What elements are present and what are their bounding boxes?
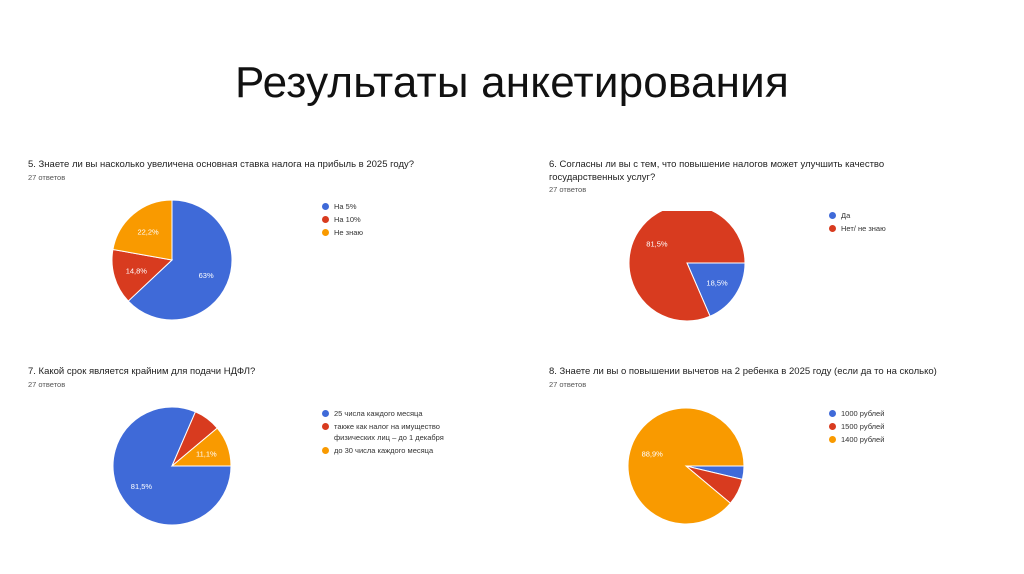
pie-chart: 88,9% — [628, 408, 745, 525]
legend-swatch — [322, 423, 329, 430]
chart-panel-q6: 6. Согласны ли вы с тем, что повышение н… — [549, 158, 1019, 358]
slice-value-label: 22,2% — [137, 227, 159, 236]
question-text: 5. Знаете ли вы насколько увеличена осно… — [28, 159, 415, 170]
pie-chart: 18,5% 81,5% — [629, 211, 746, 322]
pie-slice — [629, 211, 746, 322]
legend-item: 25 числа каждого месяца — [322, 408, 444, 419]
pie-slice — [628, 408, 745, 525]
question-text: 7. Какой срок является крайним для подач… — [28, 366, 256, 377]
pie-slice — [112, 248, 174, 302]
legend-label: На 5% — [334, 202, 357, 211]
legend-item: На 5% — [322, 201, 363, 212]
legend-label: Нет/ не знаю — [841, 224, 886, 233]
legend-swatch — [829, 212, 836, 219]
legend-swatch — [322, 216, 329, 223]
page-title: Результаты анкетирования — [234, 58, 789, 107]
legend-item: до 30 числа каждого месяца — [322, 445, 444, 456]
slice-value-label: 14,8% — [126, 267, 148, 276]
pie-slice — [686, 262, 746, 317]
pie-chart: 81,5% 11,1% — [112, 406, 232, 526]
legend-swatch — [829, 436, 836, 443]
slice-value-label: 81,5% — [646, 239, 668, 248]
legend-label: Да — [841, 211, 851, 220]
response-count: 27 ответов — [549, 380, 587, 389]
legend-item: Нет/ не знаю — [829, 223, 886, 234]
chart-panel-q7: 7. Какой срок является крайним для подач… — [28, 365, 498, 565]
slice-value-label: 11,1% — [196, 450, 217, 459]
pie-slice — [127, 200, 233, 321]
legend-label: Не знаю — [334, 228, 364, 237]
legend-swatch — [322, 203, 329, 210]
legend-swatch — [322, 410, 329, 417]
legend-item: также как налог на имущество физических … — [322, 421, 444, 443]
legend: 25 числа каждого месяца также как налог н… — [322, 408, 444, 458]
legend-label: 1000 рублей — [841, 409, 885, 418]
legend-swatch — [322, 229, 329, 236]
legend-label: 25 числа каждого месяца — [334, 409, 423, 418]
legend: Да Нет/ не знаю — [829, 210, 886, 236]
slice-value-label: 63% — [199, 271, 214, 280]
legend-label: до 30 числа каждого месяца — [334, 446, 434, 455]
legend-label: На 10% — [334, 215, 361, 224]
legend: На 5% На 10% Не знаю — [322, 201, 363, 240]
slice-value-label: 81,5% — [131, 482, 153, 491]
legend-swatch — [829, 410, 836, 417]
chart-panel-q5: 5. Знаете ли вы насколько увеличена осно… — [28, 158, 498, 358]
legend-label: 1500 рублей — [841, 422, 885, 431]
question-text: 6. Согласны ли вы с тем, что повышение н… — [549, 159, 885, 183]
response-count: 27 ответов — [28, 173, 66, 182]
chart-panel-q8: 8. Знаете ли вы о повышении вычетов на 2… — [549, 365, 1019, 565]
legend-item: 1000 рублей — [829, 408, 884, 419]
pie-slice — [112, 406, 232, 526]
legend-item: Не знаю — [322, 227, 363, 238]
response-count: 27 ответов — [28, 380, 66, 389]
legend-swatch — [322, 447, 329, 454]
legend: 1000 рублей 1500 рублей 1400 рублей — [829, 408, 884, 447]
pie-slice — [170, 427, 232, 467]
legend-swatch — [829, 225, 836, 232]
legend-label: 1400 рублей — [841, 435, 885, 444]
slice-value-label: 18,5% — [706, 279, 728, 288]
legend-label: также как налог на имущество физических … — [334, 422, 444, 442]
legend-item: Да — [829, 210, 886, 221]
slice-value-label: 88,9% — [642, 450, 664, 459]
legend-item: 1400 рублей — [829, 434, 884, 445]
question-text: 8. Знаете ли вы о повышении вычетов на 2… — [549, 366, 937, 377]
pie-slice — [112, 200, 173, 261]
legend-swatch — [829, 423, 836, 430]
legend-item: 1500 рублей — [829, 421, 884, 432]
pie-chart: 63% 14,8% 22,2% — [112, 200, 233, 321]
response-count: 27 ответов — [549, 185, 587, 194]
legend-item: На 10% — [322, 214, 363, 225]
